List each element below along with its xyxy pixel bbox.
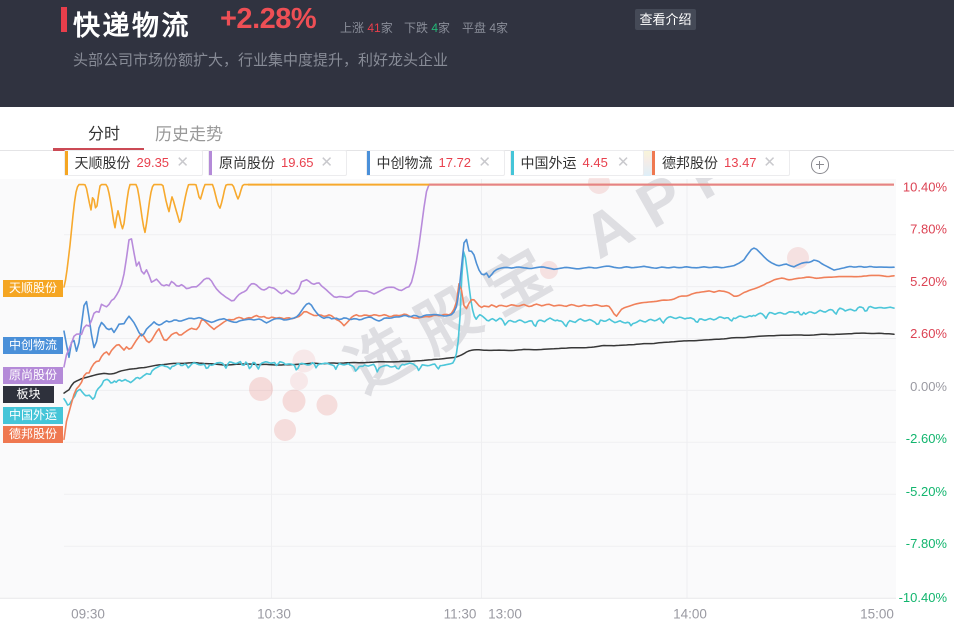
svg-text:0.00%: 0.00% xyxy=(910,379,947,394)
svg-text:10:30: 10:30 xyxy=(257,607,291,622)
svg-text:09:30: 09:30 xyxy=(71,607,105,622)
svg-text:-10.40%: -10.40% xyxy=(899,590,948,605)
svg-text:10.40%: 10.40% xyxy=(903,180,948,195)
svg-text:-5.20%: -5.20% xyxy=(906,484,948,499)
svg-text:5.20%: 5.20% xyxy=(910,274,947,289)
svg-text:14:00: 14:00 xyxy=(673,607,707,622)
svg-text:2.60%: 2.60% xyxy=(910,326,947,341)
svg-text:-7.80%: -7.80% xyxy=(906,536,948,551)
svg-text:11:30: 11:30 xyxy=(444,607,477,622)
svg-text:7.80%: 7.80% xyxy=(910,222,947,237)
svg-text:15:00: 15:00 xyxy=(860,607,894,622)
svg-text:-2.60%: -2.60% xyxy=(906,431,948,446)
svg-text:13:00: 13:00 xyxy=(488,607,522,622)
